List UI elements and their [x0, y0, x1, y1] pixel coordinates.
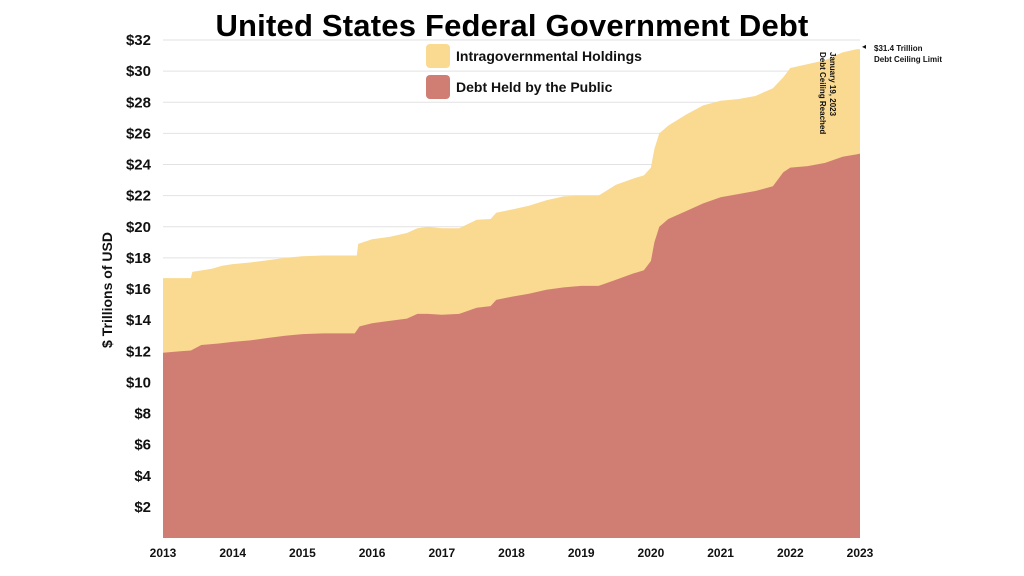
y-tick-label: $18	[126, 250, 151, 267]
x-tick-label: 2017	[428, 546, 455, 560]
x-tick-label: 2020	[638, 546, 665, 560]
y-tick-label: $32	[126, 32, 151, 49]
event-date-annotation: January 19, 2023	[828, 52, 837, 117]
y-tick-label: $26	[126, 125, 151, 142]
debt-held-by-public-area	[163, 153, 860, 538]
ceiling-arrow-icon: ◂	[862, 42, 866, 51]
x-tick-label: 2016	[359, 546, 386, 560]
y-tick-label: $10	[126, 374, 151, 391]
x-tick-label: 2018	[498, 546, 525, 560]
x-tick-label: 2013	[150, 546, 177, 560]
y-tick-label: $30	[126, 63, 151, 80]
x-tick-label: 2022	[777, 546, 804, 560]
y-tick-label: $6	[134, 437, 151, 454]
legend: Intragovernmental Holdings Debt Held by t…	[426, 44, 642, 99]
x-tick-label: 2021	[707, 546, 734, 560]
legend-swatch	[426, 75, 450, 99]
legend-label: Intragovernmental Holdings	[456, 48, 642, 64]
ceiling-value-annotation: $31.4 Trillion	[874, 44, 923, 53]
y-tick-label: $28	[126, 94, 151, 111]
y-axis-ticks: $2 $4 $6 $8 $10 $12 $14 $16 $18 $20 $22 $24 $26 $28 $3…	[126, 32, 152, 516]
y-tick-label: $24	[126, 157, 152, 174]
y-tick-label: $4	[134, 468, 151, 485]
legend-swatch	[426, 44, 450, 68]
y-tick-label: $22	[126, 188, 151, 205]
chart-title: United States Federal Government Debt	[215, 8, 809, 43]
y-tick-label: $2	[134, 499, 151, 516]
y-tick-label: $12	[126, 343, 151, 360]
y-tick-label: $16	[126, 281, 151, 298]
event-label-annotation: Debt Ceiling Reached	[818, 52, 827, 134]
area-series	[163, 49, 860, 539]
y-tick-label: $8	[134, 406, 151, 423]
y-axis-label: $ Trillions of USD	[99, 232, 115, 348]
x-tick-label: 2023	[847, 546, 874, 560]
x-tick-label: 2015	[289, 546, 316, 560]
x-tick-label: 2014	[219, 546, 246, 560]
y-tick-label: $20	[126, 219, 151, 236]
y-tick-label: $14	[126, 312, 152, 329]
legend-label: Debt Held by the Public	[456, 79, 613, 95]
x-axis-ticks: 2013 2014 2015 2016 2017 2018 2019 2020 2021 2022…	[150, 546, 874, 560]
ceiling-label-annotation: Debt Ceiling Limit	[874, 55, 942, 64]
x-tick-label: 2019	[568, 546, 595, 560]
annotations: ◂ $31.4 Trillion Debt Ceiling Limit Janu…	[818, 42, 942, 134]
